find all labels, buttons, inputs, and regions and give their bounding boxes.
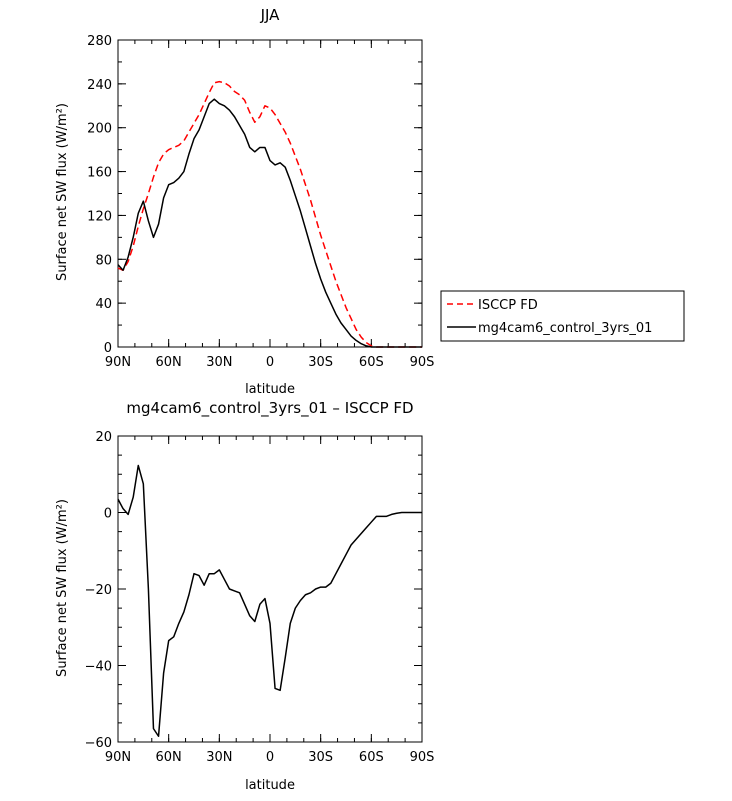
top-chart-y-tick-label: 200 [87, 122, 112, 137]
top-chart-x-tick-label: 60S [359, 355, 384, 370]
bottom-chart-x-tick-label: 60N [156, 750, 182, 765]
top-chart-y-tick-label: 160 [87, 166, 112, 181]
bottom-chart-xlabel: latitude [245, 778, 295, 793]
top-chart-x-tick-label: 30S [308, 355, 333, 370]
legend-label-isccp: ISCCP FD [478, 298, 538, 313]
top-chart-y-tick-label: 120 [87, 209, 112, 224]
top-chart-y-tick-label: 0 [104, 341, 112, 356]
bottom-chart-axes: 90N 60N 30N 0 30S 60S 90S −60 −40 −20 0 20 [85, 430, 435, 765]
bottom-chart-x-tick-label: 0 [266, 750, 274, 765]
bottom-chart-frame [117, 435, 423, 743]
top-chart-x-tick-label: 30N [206, 355, 232, 370]
top-chart: JJA latitude Surface net SW flux (W/m²) … [55, 6, 685, 397]
top-chart-series-line-0 [117, 80, 422, 348]
bottom-chart-title: mg4cam6_control_3yrs_01 – ISCCP FD [126, 399, 413, 418]
bottom-chart-y-tick-label: 0 [104, 507, 112, 522]
bottom-chart-y-tick-label: 20 [95, 430, 112, 445]
bottom-chart-series [117, 464, 422, 738]
bottom-chart-x-tick-label: 30S [308, 750, 333, 765]
bottom-chart-y-tick-label: −40 [85, 660, 112, 675]
bottom-chart-x-tick-label: 90S [410, 750, 435, 765]
top-chart-ylabel: Surface net SW flux (W/m²) [55, 103, 70, 281]
top-chart-x-tick-label: 0 [266, 355, 274, 370]
bottom-chart-y-tick-label: −60 [85, 736, 112, 751]
bottom-chart-x-tick-label: 30N [206, 750, 232, 765]
bottom-chart-x-tick-label: 60S [359, 750, 384, 765]
top-chart-frame [117, 39, 423, 348]
legend-label-model: mg4cam6_control_3yrs_01 [478, 321, 652, 336]
bottom-chart: mg4cam6_control_3yrs_01 – ISCCP FD latit… [55, 399, 434, 793]
legend-box [440, 290, 685, 342]
top-chart-x-tick-label: 90S [410, 355, 435, 370]
top-chart-axes: 90N 60N 30N 0 30S 60S 90S 0 40 80 120 160 200 240 280 [87, 34, 434, 370]
bottom-chart-ylabel: Surface net SW flux (W/m²) [55, 499, 70, 677]
top-chart-series [117, 80, 422, 348]
top-chart-y-tick-label: 40 [95, 297, 112, 312]
top-chart-title: JJA [260, 6, 281, 24]
top-chart-series-line-1 [117, 98, 422, 348]
top-chart-x-tick-label: 60N [156, 355, 182, 370]
top-chart-y-tick-label: 240 [87, 78, 112, 93]
top-chart-y-tick-label: 80 [95, 253, 112, 268]
top-chart-xlabel: latitude [245, 382, 295, 397]
bottom-chart-series-line-0 [117, 464, 422, 738]
bottom-chart-y-tick-label: −20 [85, 583, 112, 598]
top-chart-y-tick-label: 280 [87, 34, 112, 49]
top-chart-x-tick-label: 90N [105, 355, 131, 370]
bottom-chart-x-tick-label: 90N [105, 750, 131, 765]
top-chart-legend: ISCCP FD mg4cam6_control_3yrs_01 [440, 290, 685, 342]
